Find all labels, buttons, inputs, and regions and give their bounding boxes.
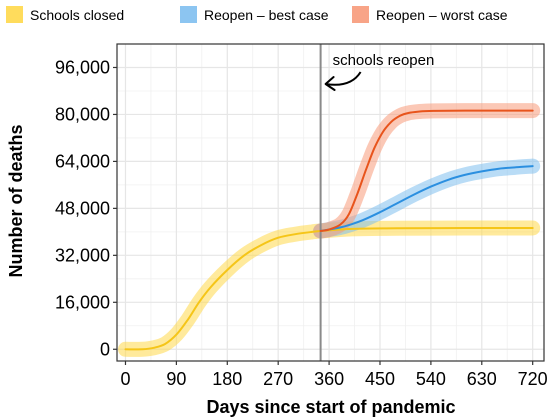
x-tick-label: 0 xyxy=(120,369,130,389)
legend-label-1: Reopen – best case xyxy=(204,7,329,23)
x-tick-label: 720 xyxy=(518,369,548,389)
annotation-arrowhead xyxy=(324,76,336,91)
y-tick-label: 80,000 xyxy=(55,104,110,124)
series-line-0 xyxy=(124,226,534,351)
x-axis: 0 90 180 270 360 450 540 630 720 xyxy=(120,361,548,389)
series-layer xyxy=(118,44,541,361)
y-axis-title: Number of deaths xyxy=(6,124,26,277)
legend-label-2: Reopen – worst case xyxy=(376,7,508,23)
series-line-1 xyxy=(319,165,534,232)
legend-label-0: Schools closed xyxy=(30,7,124,23)
y-tick-label: 64,000 xyxy=(55,151,110,171)
legend-swatch-2 xyxy=(352,6,369,23)
y-tick-label: 16,000 xyxy=(55,292,110,312)
x-tick-label: 450 xyxy=(365,369,395,389)
y-tick-label: 48,000 xyxy=(55,198,110,218)
gridlines xyxy=(117,43,544,361)
x-tick-label: 630 xyxy=(467,369,497,389)
annotation: schools reopen xyxy=(324,52,435,91)
annotation-text: schools reopen xyxy=(333,52,435,69)
x-tick-label: 90 xyxy=(166,369,186,389)
legend: Schools closed Reopen – best case Reopen –… xyxy=(6,6,508,23)
x-tick-label: 270 xyxy=(263,369,293,389)
plot-area: schools reopen xyxy=(116,43,545,362)
y-tick-label: 96,000 xyxy=(55,57,110,77)
legend-swatch-1 xyxy=(180,6,197,23)
y-tick-label: 0 xyxy=(100,339,110,359)
panel-border xyxy=(116,43,545,362)
x-tick-label: 540 xyxy=(416,369,446,389)
x-axis-title: Days since start of pandemic xyxy=(206,397,455,417)
x-tick-label: 180 xyxy=(212,369,242,389)
legend-swatch-0 xyxy=(6,6,23,23)
y-axis: 0 16,000 32,000 48,000 64,000 80,000 96,000 xyxy=(55,57,117,359)
series-line-2 xyxy=(319,109,534,232)
x-tick-label: 360 xyxy=(314,369,344,389)
annotation-arrow xyxy=(325,71,362,86)
y-tick-label: 32,000 xyxy=(55,245,110,265)
